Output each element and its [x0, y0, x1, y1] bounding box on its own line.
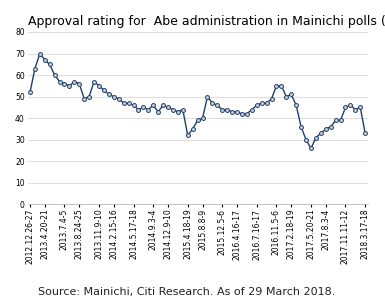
Text: Source: Mainichi, Citi Research. As of 29 March 2018.: Source: Mainichi, Citi Research. As of 2… [38, 287, 336, 297]
Text: Approval rating for  Abe administration in Mainichi polls (%): Approval rating for Abe administration i… [28, 15, 385, 28]
